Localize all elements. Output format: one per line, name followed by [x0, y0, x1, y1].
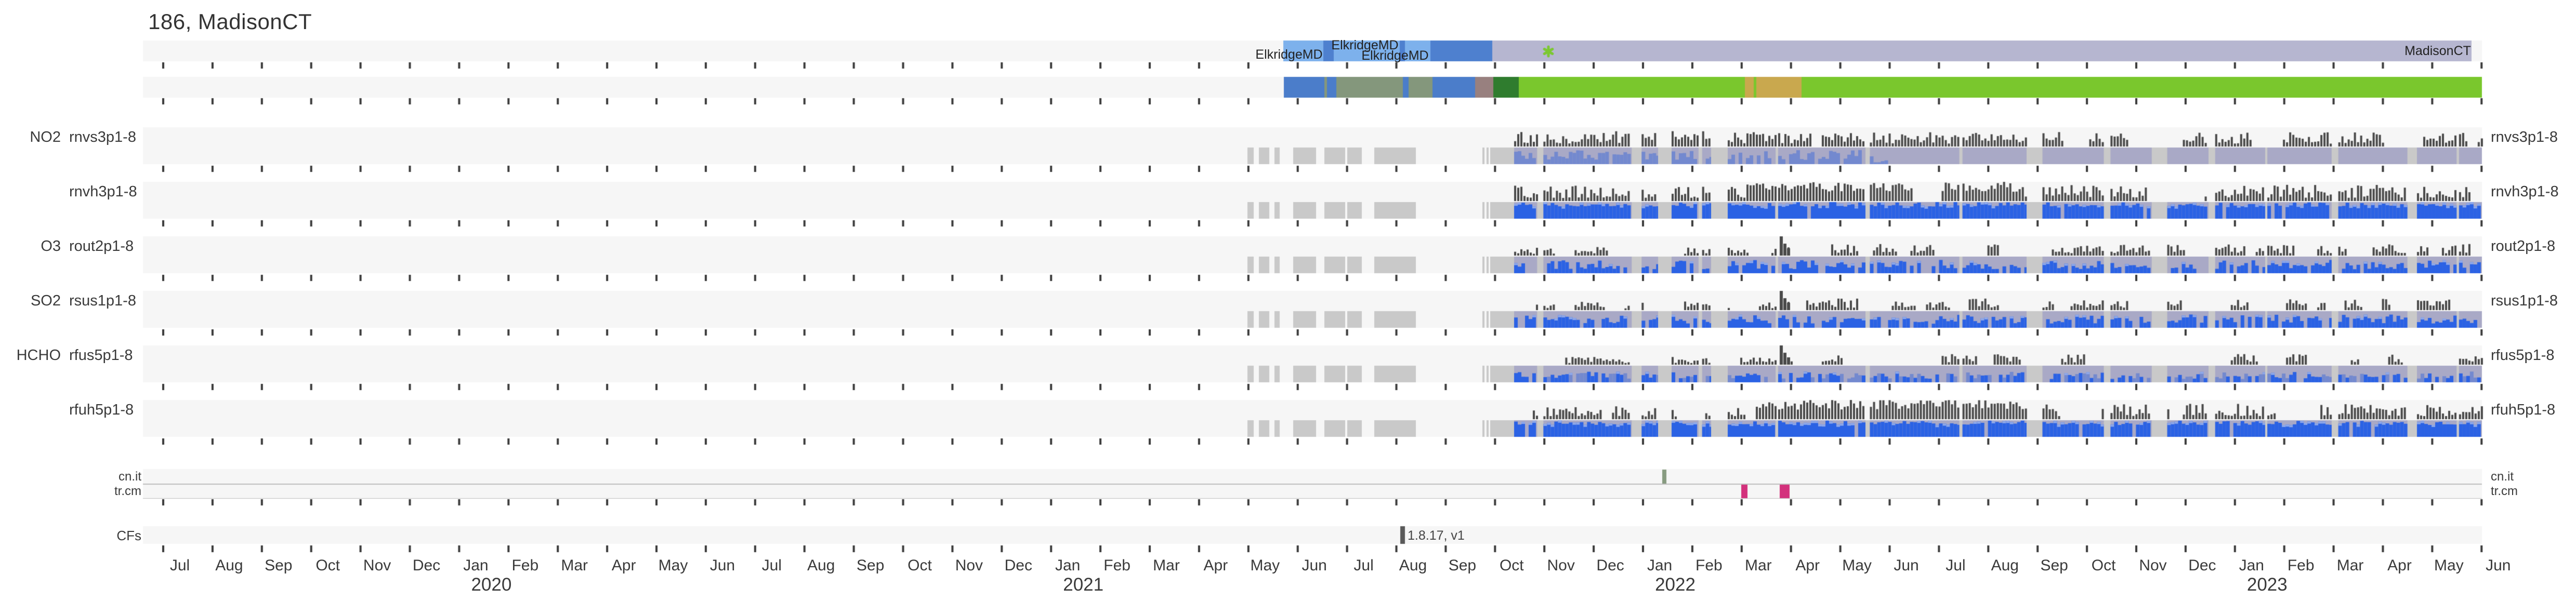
product-code: rnvs3p1-8	[69, 129, 136, 145]
axis-month-label: Sep	[2040, 557, 2068, 574]
row-label-rnvh: rnvh3p1-8	[0, 183, 141, 201]
row-label-right-rnvh: rnvh3p1-8	[2491, 183, 2559, 200]
axis-year-label: 2023	[2246, 575, 2288, 595]
axis-month-label: Mar	[2336, 557, 2364, 574]
product-code: rnvh3p1-8	[69, 183, 137, 200]
axis-month-label: Oct	[316, 557, 340, 574]
axis-month-label: May	[658, 557, 688, 574]
axis-month-label: May	[2434, 557, 2464, 574]
axis-month-label: Sep	[856, 557, 885, 574]
page-title: 186, MadisonCT	[148, 9, 312, 34]
product-code: rfuh5p1-8	[69, 402, 134, 418]
product-code: rfus5p1-8	[69, 347, 133, 364]
axis-month-label: Apr	[1203, 557, 1228, 574]
cfs-version-annotation: 1.8.17, v1	[1408, 528, 1465, 543]
axis-month-label: Mar	[561, 557, 588, 574]
axis-month-label: May	[1250, 557, 1280, 574]
row-label-o3: O3 rout2p1-8	[0, 237, 141, 255]
tr-cm-label-left: tr.cm	[114, 484, 141, 498]
gas-label: SO2	[30, 292, 61, 309]
axis-month-label: Jan	[463, 557, 489, 574]
axis-month-label: Apr	[2387, 557, 2412, 574]
axis-year-label: 2021	[1063, 575, 1104, 595]
axis-month-label: Jun	[1302, 557, 1327, 574]
product-code: rsus1p1-8	[69, 292, 136, 309]
axis-month-label: Feb	[1103, 557, 1131, 574]
row-label-right-rnvs: rnvs3p1-8	[2491, 129, 2558, 145]
axis-month-label: Jan	[2239, 557, 2264, 574]
cn-it-label-left: cn.it	[118, 470, 141, 484]
row-label-no2: NO2 rnvs3p1-8	[0, 128, 141, 146]
axis-month-label: Sep	[1448, 557, 1477, 574]
location-name-label: ElkridgeMD	[1331, 38, 1399, 52]
cn-it-label-right: cn.it	[2491, 470, 2514, 484]
location-name-label: ElkridgeMD	[1255, 47, 1323, 62]
axis-month-label: Jul	[169, 557, 190, 574]
gas-label: O3	[41, 238, 61, 255]
axis-year-label: 2020	[471, 575, 512, 595]
axis-month-label: Feb	[2287, 557, 2315, 574]
axis-month-label: Dec	[2188, 557, 2216, 574]
gas-label: HCHO	[16, 347, 61, 364]
axis-month-label: Oct	[2091, 557, 2116, 574]
axis-month-label: Jun	[709, 557, 735, 574]
tr-cm-label-right: tr.cm	[2491, 484, 2518, 498]
axis-month-label: Aug	[807, 557, 835, 574]
row-label-right-rsus: rsus1p1-8	[2491, 292, 2558, 309]
row-label-rfuh: rfuh5p1-8	[0, 401, 141, 419]
row-label-hcho: HCHO rfus5p1-8	[0, 346, 141, 364]
location-name-label: MadisonCT	[2404, 44, 2471, 58]
axis-month-label: Dec	[1004, 557, 1032, 574]
axis-month-label: Aug	[1399, 557, 1427, 574]
axis-month-label: May	[1842, 557, 1872, 574]
axis-month-label: Nov	[1547, 557, 1575, 574]
axis-year-label: 2022	[1655, 575, 1696, 595]
axis-month-label: Jul	[1946, 557, 1966, 574]
axis-month-label: Nov	[363, 557, 391, 574]
axis-month-label: Apr	[611, 557, 636, 574]
axis-month-label: Jun	[2486, 557, 2511, 574]
axis-month-label: Sep	[265, 557, 293, 574]
axis-month-label: Apr	[1795, 557, 1820, 574]
axis-month-label: Oct	[1499, 557, 1524, 574]
axis-month-label: Dec	[1596, 557, 1624, 574]
axis-month-label: Nov	[955, 557, 983, 574]
axis-month-label: Jan	[1055, 557, 1081, 574]
product-code: rout2p1-8	[69, 238, 134, 255]
axis-month-label: Mar	[1153, 557, 1180, 574]
axis-month-label: Nov	[2139, 557, 2167, 574]
axis-month-label: Aug	[1991, 557, 2019, 574]
axis-month-label: Aug	[215, 557, 243, 574]
row-label-right-rout: rout2p1-8	[2491, 238, 2556, 255]
axis-month-label: Oct	[908, 557, 932, 574]
axis-month-label: Feb	[511, 557, 539, 574]
cfs-label: CFs	[116, 528, 141, 543]
axis-month-label: Jun	[1894, 557, 1919, 574]
row-label-so2: SO2 rsus1p1-8	[0, 292, 141, 310]
axis-month-label: Jul	[761, 557, 782, 574]
gas-label: NO2	[30, 129, 61, 145]
axis-month-label: Jul	[1353, 557, 1374, 574]
location-name-label: ElkridgeMD	[1361, 48, 1429, 63]
axis-month-label: Dec	[412, 557, 441, 574]
axis-month-label: Feb	[1696, 557, 1723, 574]
row-label-right-rfuh: rfuh5p1-8	[2491, 402, 2556, 418]
axis-month-label: Mar	[1744, 557, 1772, 574]
axis-month-label: Jan	[1647, 557, 1673, 574]
row-label-right-rfus: rfus5p1-8	[2491, 347, 2555, 364]
